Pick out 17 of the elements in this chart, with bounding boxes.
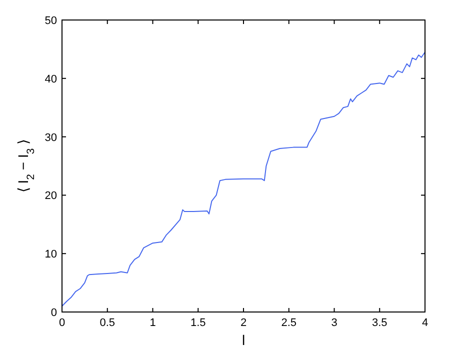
x-tick-label: 3.5 bbox=[372, 317, 388, 329]
y-tick-label: 50 bbox=[44, 15, 57, 27]
x-tick-label: 0 bbox=[58, 317, 66, 329]
x-axis-title: l bbox=[242, 332, 246, 348]
y-tick-label: 10 bbox=[44, 248, 57, 261]
x-tick-label: 0.5 bbox=[100, 317, 116, 329]
y-tick-label: 20 bbox=[44, 190, 57, 202]
x-tick-label: 2.5 bbox=[281, 317, 297, 329]
x-tick-label: 2 bbox=[240, 317, 247, 329]
line-series bbox=[62, 52, 426, 307]
x-tick-label: 4 bbox=[422, 317, 428, 329]
x-tick-label: 3 bbox=[331, 317, 338, 329]
y-tick-label: 30 bbox=[44, 132, 57, 144]
x-tick-label: 1 bbox=[150, 317, 156, 329]
y-tick-label: 40 bbox=[44, 73, 57, 86]
x-tick-label: 1.5 bbox=[190, 317, 206, 329]
y-tick-label: 0 bbox=[50, 307, 57, 319]
